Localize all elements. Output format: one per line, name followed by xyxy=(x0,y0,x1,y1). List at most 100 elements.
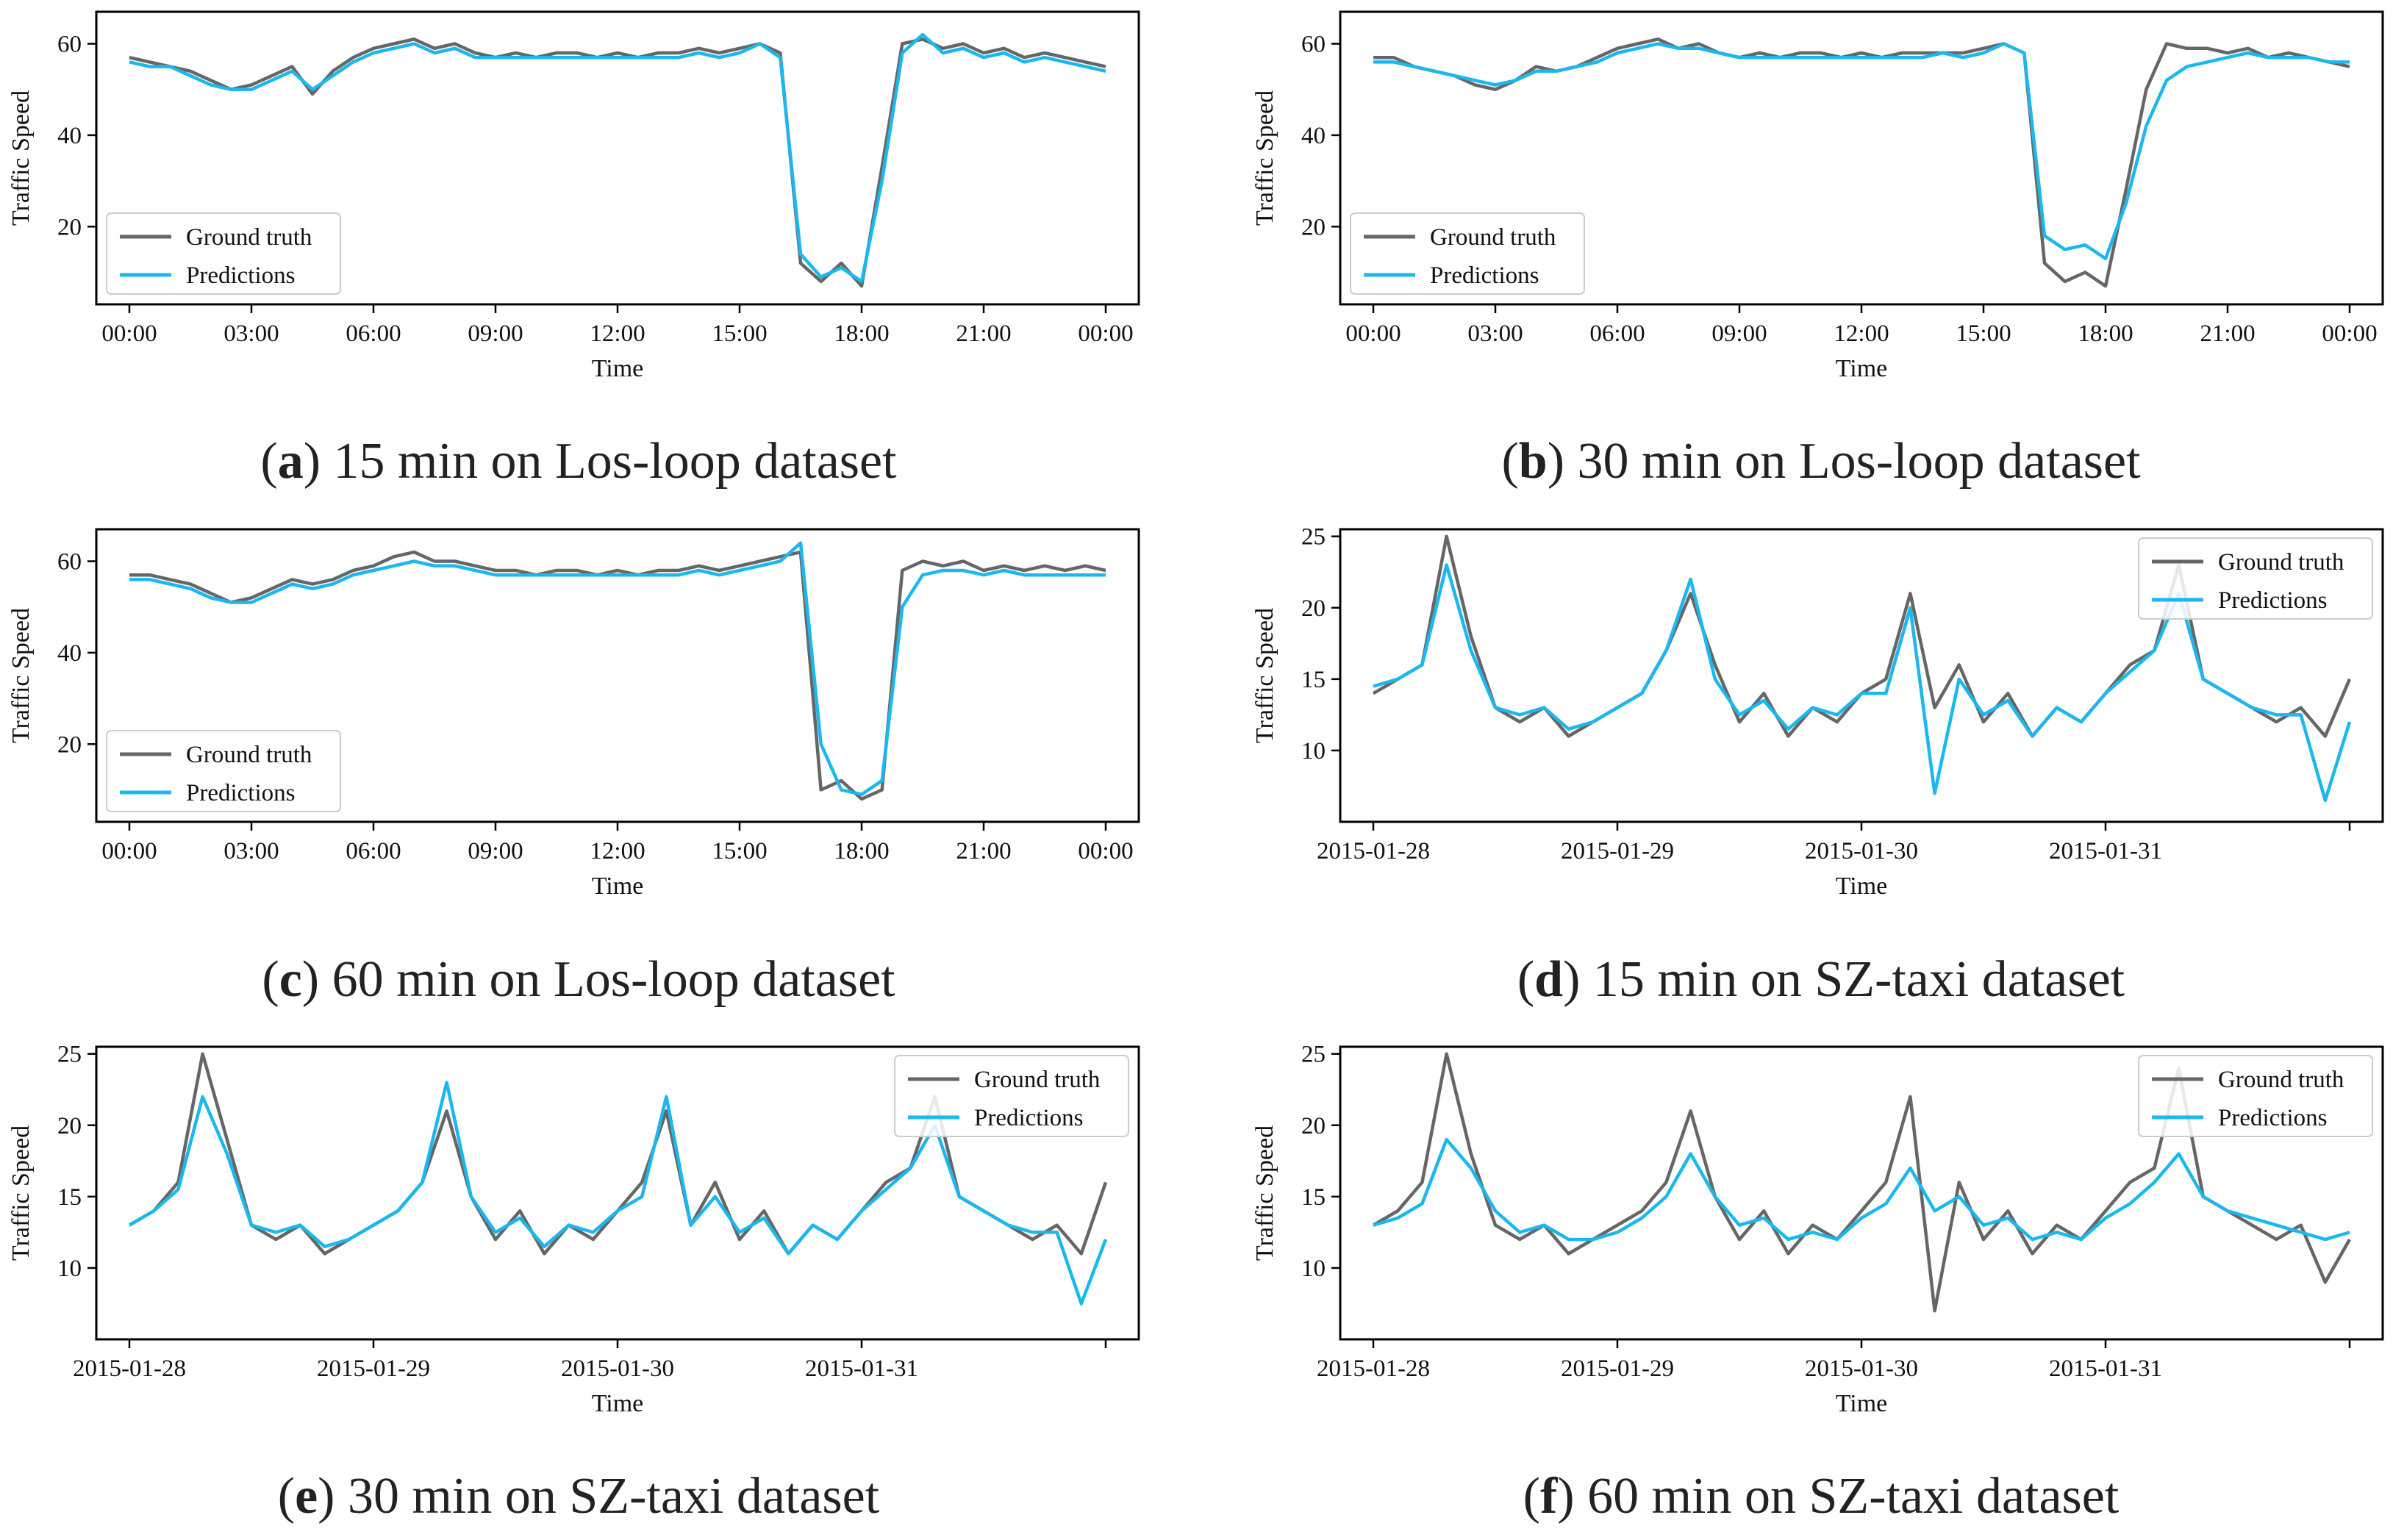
x-axis-title: Time xyxy=(1836,1390,1888,1417)
x-tick-label: 2015-01-28 xyxy=(1317,838,1430,864)
series-line-ground-truth xyxy=(129,550,1106,801)
y-axis-title: Traffic Speed xyxy=(7,1125,35,1261)
chart-panel-d: 10 15 20 25 2015-01-28 2015-01-29 2015-01-30 20… xyxy=(1251,524,2384,1008)
x-tick-label: 2015-01-30 xyxy=(1805,838,1918,864)
x-tick-label: 12:00 xyxy=(590,320,645,347)
y-axis-title: Traffic Speed xyxy=(7,90,35,226)
y-axis-title: Traffic Speed xyxy=(1251,90,1278,226)
series-line-predictions xyxy=(128,1081,1108,1306)
caption-letter: c xyxy=(279,951,302,1008)
y-tick-label: 25 xyxy=(57,1042,82,1068)
x-tick-label: 06:00 xyxy=(1589,320,1645,347)
x-axis-title: Time xyxy=(592,1390,644,1417)
x-axis-title: Time xyxy=(592,355,644,382)
panel-caption: (c) 60 min on Los-loop dataset xyxy=(262,951,895,1008)
x-tick-label: 12:00 xyxy=(590,838,645,864)
series-line-ground-truth xyxy=(1373,37,2350,288)
x-axis-title: Time xyxy=(592,873,644,900)
x-tick-label: 06:00 xyxy=(346,320,401,347)
x-tick-label: 2015-01-30 xyxy=(1805,1355,1918,1382)
panel-caption: (d) 15 min on SZ-taxi dataset xyxy=(1517,951,2125,1008)
chart-panel-f: 10 15 20 25 2015-01-28 2015-01-29 2015-01-30 20… xyxy=(1251,1042,2384,1525)
caption-letter: f xyxy=(1540,1468,1558,1525)
x-tick-label: 03:00 xyxy=(1467,320,1523,347)
caption-text: 60 min on SZ-taxi dataset xyxy=(1575,1468,2120,1525)
y-tick-label: 25 xyxy=(1301,524,1326,551)
y-axis-title: Traffic Speed xyxy=(1251,1125,1278,1261)
chart-panel-c: 20 40 60 00:00 03:00 06:00 09:00 12:00 15:00 18:0… xyxy=(7,528,1140,1008)
panel-caption: (a) 15 min on Los-loop dataset xyxy=(260,433,897,490)
legend-label-ground-truth: Ground truth xyxy=(974,1067,1101,1093)
y-tick-label: 20 xyxy=(1301,595,1326,622)
legend-label-predictions: Predictions xyxy=(2218,1105,2327,1131)
x-tick-label: 03:00 xyxy=(223,320,279,347)
legend-label-predictions: Predictions xyxy=(186,780,295,806)
x-tick-label: 09:00 xyxy=(1711,320,1767,347)
x-tick-label: 00:00 xyxy=(1345,320,1401,347)
y-tick-label: 40 xyxy=(57,123,82,149)
y-tick-label: 60 xyxy=(57,549,82,576)
y-tick-label: 10 xyxy=(57,1256,82,1282)
legend-label-ground-truth: Ground truth xyxy=(186,224,312,251)
caption-text: 30 min on Los-loop dataset xyxy=(1564,433,2141,490)
y-tick-label: 15 xyxy=(1301,1184,1326,1211)
legend-label-ground-truth: Ground truth xyxy=(2218,1067,2344,1093)
x-axis-title: Time xyxy=(1836,355,1888,382)
x-tick-label: 15:00 xyxy=(712,838,767,864)
x-tick-label: 09:00 xyxy=(468,320,523,347)
legend-label-predictions: Predictions xyxy=(1430,262,1539,289)
caption-text: 15 min on SZ-taxi dataset xyxy=(1580,951,2125,1008)
y-axis-title: Traffic Speed xyxy=(7,608,35,743)
x-tick-label: 12:00 xyxy=(1834,320,1889,347)
x-tick-label: 2015-01-30 xyxy=(561,1355,674,1382)
legend-label-predictions: Predictions xyxy=(974,1105,1083,1131)
x-tick-label: 18:00 xyxy=(834,838,889,864)
series-line-predictions xyxy=(1373,563,2352,803)
x-tick-label: 2015-01-31 xyxy=(2049,1355,2162,1382)
caption-text: 60 min on Los-loop dataset xyxy=(319,951,895,1008)
x-tick-label: 21:00 xyxy=(956,320,1011,347)
legend-label-predictions: Predictions xyxy=(2218,587,2327,614)
y-tick-label: 10 xyxy=(1301,738,1326,764)
x-tick-label: 2015-01-28 xyxy=(73,1355,186,1382)
y-axis-title: Traffic Speed xyxy=(1251,608,1278,743)
legend-label-ground-truth: Ground truth xyxy=(186,742,312,768)
x-tick-label: 00:00 xyxy=(1078,320,1133,347)
x-tick-label: 2015-01-29 xyxy=(1561,838,1674,864)
legend: Ground truth Predictions xyxy=(106,212,341,295)
caption-letter: e xyxy=(295,1468,318,1525)
y-tick-label: 20 xyxy=(1301,1113,1326,1139)
x-tick-label: 09:00 xyxy=(468,838,523,864)
x-axis-title: Time xyxy=(1836,873,1888,900)
y-tick-label: 40 xyxy=(57,640,82,667)
chart-panel-b: 20 40 60 00:00 03:00 06:00 09:00 12:00 15:00 18:0… xyxy=(1251,10,2384,490)
x-tick-label: 21:00 xyxy=(956,838,1011,864)
x-tick-label: 2015-01-31 xyxy=(2049,838,2162,864)
y-tick-label: 20 xyxy=(57,1113,82,1139)
legend-label-ground-truth: Ground truth xyxy=(1430,224,1556,251)
legend: Ground truth Predictions xyxy=(2138,1055,2373,1137)
caption-letter: b xyxy=(1519,433,1548,490)
caption-text: 15 min on Los-loop dataset xyxy=(321,433,897,490)
y-tick-label: 10 xyxy=(1301,1256,1326,1282)
x-tick-label: 00:00 xyxy=(2322,320,2377,347)
series-line-predictions xyxy=(129,32,1106,284)
legend: Ground truth Predictions xyxy=(2138,537,2373,620)
x-tick-label: 15:00 xyxy=(712,320,767,347)
x-tick-label: 21:00 xyxy=(2200,320,2255,347)
x-tick-label: 03:00 xyxy=(223,838,279,864)
caption-text: 30 min on SZ-taxi dataset xyxy=(335,1468,879,1525)
y-tick-label: 40 xyxy=(1301,123,1326,149)
caption-letter: a xyxy=(278,433,304,490)
chart-panel-a: 20 40 60 00:00 03:00 06:00 09:00 12:00 15:00 18:0… xyxy=(7,10,1140,490)
legend: Ground truth Predictions xyxy=(894,1055,1129,1137)
series-line-predictions xyxy=(129,541,1106,796)
y-tick-label: 60 xyxy=(57,32,82,58)
chart-panel-e: 10 15 20 25 2015-01-28 2015-01-29 2015-01-30 20… xyxy=(7,1042,1140,1525)
x-tick-label: 00:00 xyxy=(101,320,157,347)
x-tick-label: 00:00 xyxy=(101,838,157,864)
y-tick-label: 20 xyxy=(57,214,82,240)
x-tick-label: 2015-01-31 xyxy=(805,1355,918,1382)
x-tick-label: 06:00 xyxy=(346,838,401,864)
